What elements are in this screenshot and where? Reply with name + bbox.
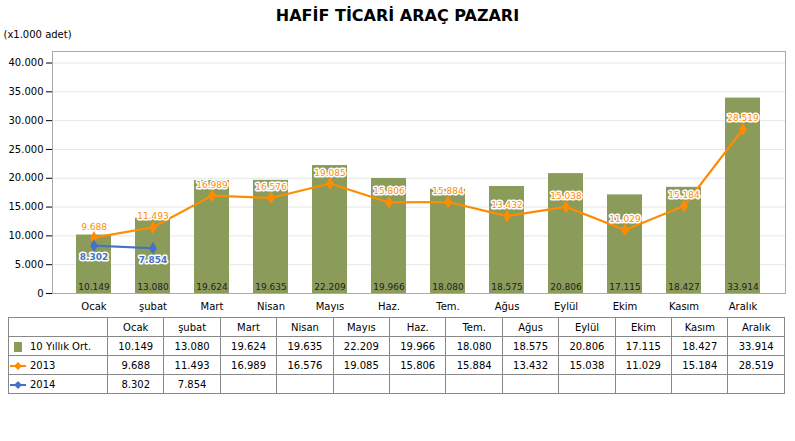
svg-text:10.149: 10.149 [78, 282, 110, 292]
html-text:19.966: 19.966 [400, 340, 436, 352]
svg-text:15.000: 15.000 [9, 201, 44, 212]
html-text:11.029: 11.029 [625, 359, 661, 371]
svg-text:15.884: 15.884 [432, 186, 464, 196]
html-text:şubat: şubat [178, 321, 207, 333]
svg-text:Mayıs: Mayıs [316, 301, 345, 312]
svg-text:13.080: 13.080 [137, 282, 169, 292]
svg-text:28.519: 28.519 [727, 113, 759, 123]
svg-text:Ekim: Ekim [613, 301, 638, 312]
html-text:19.085: 19.085 [343, 359, 379, 371]
svg-text:19.624: 19.624 [196, 282, 228, 292]
html-text:16.576: 16.576 [287, 359, 323, 371]
svg-text:35.000: 35.000 [9, 86, 44, 97]
svg-text:20.806: 20.806 [550, 282, 582, 292]
html-text:HAFİF TİCARİ ARAÇ PAZARI: HAFİF TİCARİ ARAÇ PAZARI [275, 6, 520, 25]
html-text:13.432: 13.432 [513, 359, 548, 371]
html-text:8.302: 8.302 [121, 378, 150, 390]
svg-text:18.427: 18.427 [668, 282, 700, 292]
svg-text:30.000: 30.000 [9, 115, 44, 126]
svg-text:19.085: 19.085 [314, 168, 346, 178]
html-text:22.209: 22.209 [343, 340, 379, 352]
svg-text:15.038: 15.038 [550, 191, 582, 201]
html-text:11.493: 11.493 [174, 359, 210, 371]
svg-text:7.854: 7.854 [139, 255, 167, 265]
svg-text:17.115: 17.115 [609, 282, 641, 292]
svg-text:(x1.000 adet): (x1.000 adet) [4, 29, 72, 40]
svg-text:0: 0 [37, 288, 43, 299]
html-text:Ağus: Ağus [518, 321, 543, 333]
html-text:17.115: 17.115 [625, 340, 661, 352]
html-text:15.038: 15.038 [569, 359, 605, 371]
svg-text:8.302: 8.302 [80, 252, 108, 262]
html-text:Kasım: Kasım [684, 321, 715, 333]
html-text:Tem.: Tem. [462, 321, 486, 333]
svg-text:40.000: 40.000 [9, 57, 44, 68]
svg-text:11.029: 11.029 [609, 214, 641, 224]
html-text:9.688: 9.688 [121, 359, 150, 371]
html-text:19.635: 19.635 [287, 340, 323, 352]
html-text:13.080: 13.080 [174, 340, 210, 352]
svg-text:Ağus: Ağus [495, 301, 520, 312]
html-text:10.149: 10.149 [118, 340, 154, 352]
html-text:Aralık: Aralık [742, 321, 771, 333]
svg-text:18.080: 18.080 [432, 282, 464, 292]
html-text:Nisan: Nisan [291, 321, 319, 333]
html-text:18.427: 18.427 [682, 340, 718, 352]
svg-text:15.806: 15.806 [373, 186, 405, 196]
html-text:Ocak: Ocak [123, 321, 149, 333]
svg-text:22.209: 22.209 [314, 282, 346, 292]
svg-text:11.493: 11.493 [137, 211, 169, 221]
svg-text:Mart: Mart [201, 301, 224, 312]
svg-text:Aralık: Aralık [729, 301, 758, 312]
svg-text:25.000: 25.000 [9, 144, 44, 155]
html-text:18.575: 18.575 [513, 340, 548, 352]
html-text:Mayıs: Mayıs [347, 321, 376, 333]
html-text:2014: 2014 [30, 378, 56, 390]
svg-text:33.914: 33.914 [727, 282, 759, 292]
svg-text:13.432: 13.432 [491, 200, 523, 210]
html-text:15.884: 15.884 [456, 359, 492, 371]
svg-text:16.989: 16.989 [196, 180, 228, 190]
svg-text:5.000: 5.000 [15, 259, 44, 270]
svg-text:20.000: 20.000 [9, 172, 44, 183]
svg-text:Kasım: Kasım [669, 301, 699, 312]
html-text:Mart: Mart [237, 321, 260, 333]
html-text:10 Yıllık Ort.: 10 Yıllık Ort. [30, 340, 92, 352]
svg-text:Ocak: Ocak [81, 301, 106, 312]
svg-text:Haz.: Haz. [378, 301, 400, 312]
svg-text:10.000: 10.000 [9, 230, 44, 241]
html-text:16.989: 16.989 [231, 359, 266, 371]
html-text:28.519: 28.519 [738, 359, 774, 371]
html-text:15.184: 15.184 [682, 359, 718, 371]
svg-text:16.576: 16.576 [255, 182, 287, 192]
html-text:2013: 2013 [30, 359, 56, 371]
html-text:33.914: 33.914 [738, 340, 774, 352]
html-text:15.806: 15.806 [400, 359, 436, 371]
svg-text:18.575: 18.575 [491, 282, 523, 292]
html-text:Ekim: Ekim [631, 321, 656, 333]
html-text:20.806: 20.806 [569, 340, 605, 352]
svg-text:9.688: 9.688 [81, 222, 107, 232]
svg-text:şubat: şubat [139, 301, 167, 312]
svg-text:19.966: 19.966 [373, 282, 405, 292]
html-text:Haz.: Haz. [406, 321, 429, 333]
svg-text:Nisan: Nisan [257, 301, 285, 312]
svg-text:19.635: 19.635 [255, 282, 287, 292]
html-text:19.624: 19.624 [231, 340, 266, 352]
html-text:18.080: 18.080 [456, 340, 492, 352]
svg-text:Eylül: Eylül [554, 301, 578, 312]
html-text:7.854: 7.854 [177, 378, 207, 390]
svg-text:15.184: 15.184 [668, 190, 700, 200]
svg-text:Tem.: Tem. [435, 301, 459, 312]
html-text:Eylül: Eylül [574, 321, 599, 333]
